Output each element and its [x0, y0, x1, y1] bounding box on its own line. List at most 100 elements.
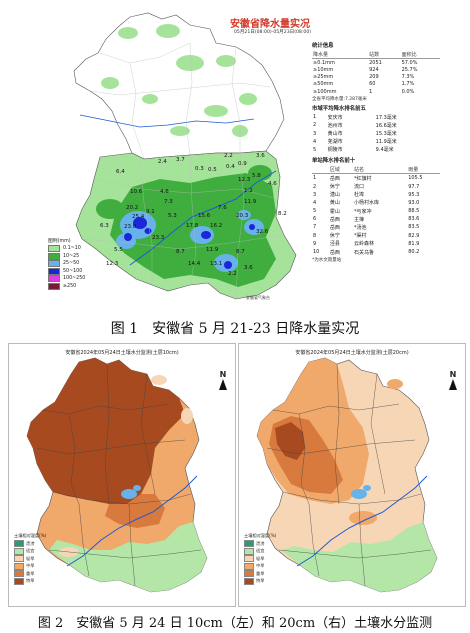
soil-legend-label: 渍涝	[256, 540, 265, 546]
north-arrow-icon	[219, 379, 227, 390]
station-cell: 霍山	[329, 208, 340, 215]
stats-cell: 60	[369, 81, 376, 88]
station-cell: 6	[313, 216, 317, 223]
svg-text:8.7: 8.7	[236, 249, 245, 255]
svg-text:12.3: 12.3	[238, 177, 251, 183]
svg-text:11.9: 11.9	[206, 247, 219, 253]
city-rank-table: 1 安庆市 17.3毫米 2 池州市 16.6毫米 3 黄山市 15.3毫米 4 芜湖市 11.…	[312, 113, 440, 154]
station-cell: 80.2	[408, 249, 420, 256]
svg-text:1.2: 1.2	[244, 188, 253, 194]
svg-text:5.5: 5.5	[114, 247, 123, 253]
legend-item: 10~25	[48, 252, 85, 261]
svg-text:0.5: 0.5	[208, 167, 217, 173]
panel-title-20cm: 安徽省2024年05月24日土壤水分监测(土层20cm)	[295, 350, 409, 356]
station-cell: 流口	[353, 184, 364, 191]
figure1-precip-map: 2.4 3.7 0.3 0.5 0.4 12.3 5.8 4.6 3.6 2.2…	[40, 3, 440, 309]
lakes-10cm	[121, 485, 141, 499]
station-cell: 泾县	[329, 241, 340, 248]
stats-row: ≥10mm 924 25.7%	[312, 66, 440, 73]
station-cell: 83.5	[408, 224, 420, 231]
station-cell: 10	[313, 249, 320, 256]
stats-cell: 0.0%	[401, 88, 415, 95]
stats-average-note: 全省平均降水量:7.287毫米	[312, 97, 367, 103]
city-rank-row: 5 铜陵市 9.4毫米	[312, 146, 440, 154]
stats-header-cell: 降水量	[312, 50, 369, 60]
figure2-caption: 图 2 安徽省 5 月 24 日 10cm（左）和 20cm（右）土壤水分监测	[37, 616, 433, 631]
precip-legend: 图例(mm) 0.1~10 10~25 25~50 50~100 100~250…	[48, 237, 85, 290]
river-20cm	[296, 475, 428, 567]
legend-label: 100~250	[63, 276, 86, 282]
suitable-region-20cm	[281, 522, 437, 592]
stats-row: ≥50mm 60 1.7%	[312, 81, 440, 88]
soil-map-10cm	[26, 357, 208, 593]
stats-header-row: 降水量 站数 面积比	[312, 50, 440, 60]
station-cell: 主簿	[353, 216, 364, 223]
soil-legend-swatch	[244, 577, 254, 585]
svg-text:20.3: 20.3	[236, 213, 249, 219]
svg-text:6.4: 6.4	[116, 169, 125, 175]
lakes-20cm	[351, 485, 371, 499]
north-arrow-icon	[449, 379, 457, 390]
north-arrow-10cm: N	[219, 370, 227, 390]
station-cell: 杜埠	[353, 192, 364, 199]
svg-text:0.4: 0.4	[226, 164, 235, 170]
county-boundaries-10cm	[36, 363, 202, 587]
amount-cell: 17.3毫米	[375, 114, 397, 121]
svg-text:5.3: 5.3	[168, 213, 177, 219]
soil-legend-label: 渍涝	[26, 540, 35, 546]
amount-cell: 11.9毫米	[375, 139, 397, 146]
soil-legend-title: 土壤相对湿度(%)	[244, 533, 277, 538]
map-credit: 安徽省气象台	[246, 295, 270, 300]
soil-legend-20cm: 土壤相对湿度(%) 渍涝 适宜 轻旱 中旱 重旱 特旱	[244, 533, 276, 585]
svg-text:0.3: 0.3	[195, 166, 204, 172]
soil-legend-swatch	[14, 570, 24, 578]
north-label: N	[449, 370, 457, 379]
soil-legend-swatch	[244, 540, 254, 548]
station-cell: 9	[313, 240, 317, 247]
legend-swatch	[48, 260, 60, 268]
soil-legend-item: 特旱	[14, 577, 46, 586]
soil-legend-swatch	[14, 547, 24, 555]
stats-title: 统计信息	[312, 43, 334, 49]
stats-cell: 7.3%	[401, 74, 415, 81]
soil-legend-label: 特旱	[256, 578, 265, 584]
city-rank-title: 市域平均降水排名前五	[312, 106, 366, 113]
city-rank-row: 2 池州市 16.6毫米	[312, 121, 440, 129]
statistics-panel: 统计信息 降水量 站数 面积比 ≥0.1mm 2051 57.0% ≥10mm 924…	[312, 39, 440, 265]
soil-legend-item: 特旱	[244, 577, 276, 586]
panel-title-10cm: 安徽省2024年05月24日土壤水分监测(土层10cm)	[65, 350, 179, 356]
svg-text:5.8: 5.8	[252, 173, 261, 179]
rank-cell: 4	[313, 138, 317, 145]
soil-legend-item: 轻旱	[14, 555, 46, 563]
stats-cell: 924	[369, 66, 379, 73]
soil-legend-item: 中旱	[244, 562, 276, 571]
stats-header-cell: 站数	[368, 50, 401, 60]
legend-label: 0.1~10	[63, 246, 81, 252]
rank-cell: 5	[313, 146, 317, 153]
station-cell: 岳西	[329, 216, 340, 223]
extreme-drought-region-20cm	[275, 422, 305, 460]
rank-cell: 3	[313, 130, 317, 137]
legend-swatch	[48, 245, 60, 253]
station-row: 1 岳西 *红旗村 105.5	[312, 174, 440, 183]
rank-cell: 1	[313, 114, 317, 121]
stats-cell: 209	[369, 74, 379, 81]
stats-cell: ≥100mm	[313, 88, 337, 95]
svg-text:32.6: 32.6	[256, 229, 269, 235]
svg-text:25.4: 25.4	[132, 214, 145, 220]
city-cell: 铜陵市	[327, 147, 343, 154]
stats-row: ≥25mm 209 7.3%	[312, 74, 440, 81]
soil-legend-swatch	[14, 540, 24, 548]
north-arrow-20cm: N	[449, 370, 457, 390]
stats-cell: 2051	[369, 59, 382, 66]
soil-legend-item: 重旱	[244, 570, 276, 578]
north-label: N	[219, 370, 227, 379]
svg-text:16.2: 16.2	[210, 223, 222, 229]
soil-legend-swatch	[244, 555, 254, 563]
svg-text:10.6: 10.6	[130, 189, 143, 195]
svg-text:4.6: 4.6	[268, 181, 277, 187]
station-cell: 95.3	[408, 191, 420, 198]
moderate-drought-patches-20cm	[349, 379, 403, 525]
station-cell: *汤池	[353, 224, 367, 231]
svg-text:12.3: 12.3	[106, 261, 119, 267]
